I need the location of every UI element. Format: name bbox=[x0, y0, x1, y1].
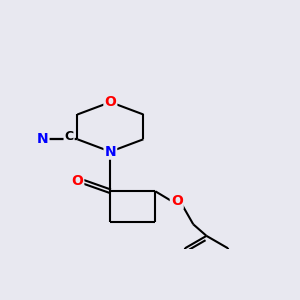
Text: O: O bbox=[171, 194, 183, 208]
Text: N: N bbox=[37, 132, 49, 146]
Text: O: O bbox=[71, 174, 83, 188]
Text: N: N bbox=[105, 145, 116, 159]
Text: C: C bbox=[64, 130, 74, 143]
Text: O: O bbox=[104, 95, 116, 109]
